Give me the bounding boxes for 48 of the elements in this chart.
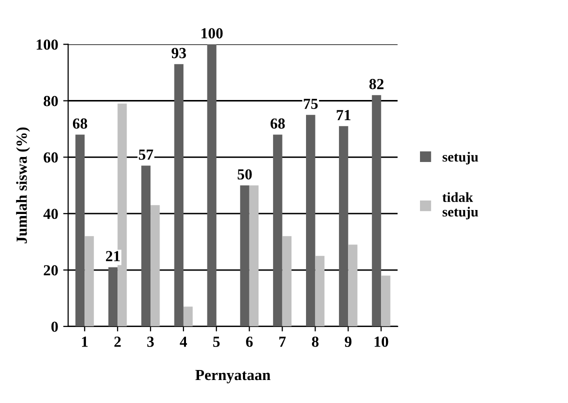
- bar: [141, 166, 151, 326]
- y-tick-label: 100: [36, 39, 58, 50]
- bar: [372, 95, 382, 326]
- x-tick-label: 7: [279, 336, 286, 347]
- bar: [273, 134, 282, 326]
- x-tick-label: 4: [180, 336, 187, 347]
- bar: [240, 185, 250, 326]
- bar: [174, 64, 184, 326]
- bar: [381, 276, 390, 326]
- x-tick-label: 2: [114, 336, 121, 347]
- x-tick-label: 6: [246, 336, 253, 347]
- bar: [348, 244, 358, 326]
- data-label: 75: [304, 98, 318, 109]
- data-label: 93: [172, 48, 186, 58]
- legend-label: setuju: [442, 152, 478, 164]
- x-axis-title: Pernyataan: [195, 370, 270, 384]
- data-label: 68: [72, 118, 88, 129]
- x-tick-label: 10: [374, 336, 388, 347]
- x-tick-label: 8: [312, 336, 319, 347]
- x-tick-label: 5: [213, 336, 220, 347]
- bar: [75, 134, 85, 326]
- data-label: 57: [138, 150, 154, 160]
- bar: [249, 185, 259, 326]
- data-label: 50: [238, 169, 252, 180]
- bar: [84, 236, 94, 326]
- data-label: 100: [202, 28, 223, 38]
- bar: [183, 306, 193, 326]
- y-tick-label: 20: [44, 265, 58, 276]
- data-label: 82: [369, 78, 384, 90]
- data-label: 68: [270, 118, 285, 129]
- x-tick-label: 9: [344, 336, 352, 347]
- bar: [108, 267, 118, 326]
- data-label: 21: [106, 251, 120, 262]
- y-tick-label: 40: [43, 208, 58, 220]
- bar: [282, 236, 292, 326]
- data-label: 71: [336, 110, 350, 120]
- bar: [338, 126, 348, 326]
- bar: [306, 114, 316, 326]
- x-tick-label: 1: [82, 336, 88, 347]
- x-tick-label: 3: [147, 336, 154, 347]
- bar: [315, 256, 324, 326]
- bar: [207, 44, 216, 326]
- y-axis-title: Jumlah siswa (%): [16, 127, 30, 244]
- y-tick-label: 80: [44, 96, 58, 106]
- legend-label: tidak setuju: [442, 192, 478, 220]
- y-tick-label: 60: [44, 152, 58, 163]
- bar: [150, 205, 160, 326]
- y-tick-label: 0: [51, 322, 58, 332]
